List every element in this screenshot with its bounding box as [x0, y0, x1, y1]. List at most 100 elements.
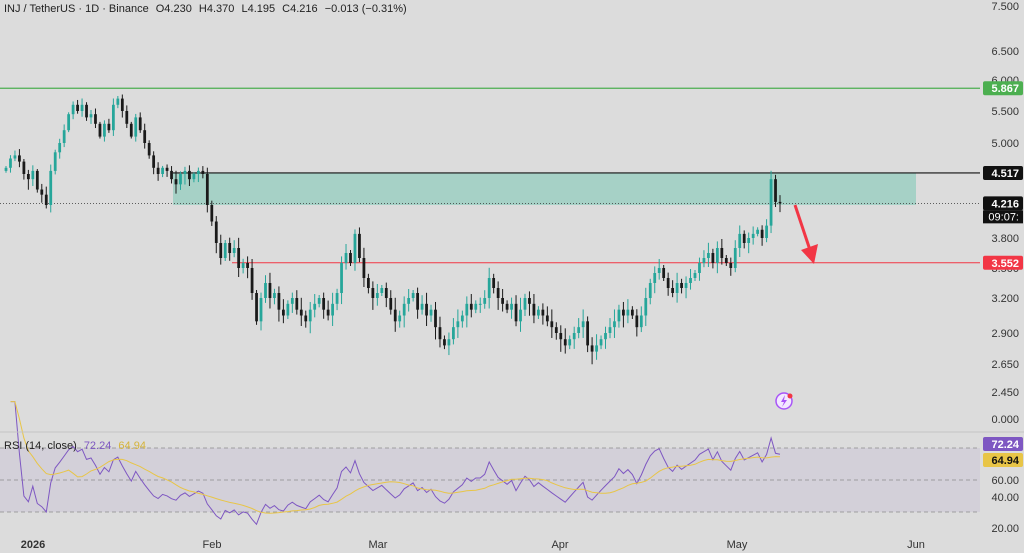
candle[interactable]: [604, 326, 607, 349]
candle[interactable]: [720, 239, 724, 265]
candle[interactable]: [711, 248, 715, 269]
candle[interactable]: [103, 120, 106, 142]
candle[interactable]: [568, 335, 572, 350]
candle[interactable]: [554, 322, 558, 340]
candle[interactable]: [143, 123, 147, 149]
candle[interactable]: [4, 165, 8, 173]
candle[interactable]: [237, 237, 241, 277]
rsi-line[interactable]: [10, 401, 781, 526]
candle[interactable]: [31, 165, 35, 186]
candle[interactable]: [774, 174, 777, 207]
candle[interactable]: [67, 112, 71, 133]
candle[interactable]: [201, 166, 205, 179]
candle[interactable]: [170, 166, 173, 184]
candle[interactable]: [541, 303, 545, 325]
arrow-annotation[interactable]: [793, 204, 818, 264]
candle[interactable]: [639, 306, 643, 333]
candle[interactable]: [161, 165, 164, 178]
candle[interactable]: [89, 110, 93, 124]
candle[interactable]: [174, 170, 178, 194]
candle[interactable]: [733, 240, 737, 273]
candle[interactable]: [246, 256, 249, 279]
candle[interactable]: [608, 318, 612, 339]
candle[interactable]: [53, 149, 57, 175]
candle[interactable]: [715, 241, 719, 274]
candle[interactable]: [523, 293, 527, 316]
candle[interactable]: [469, 294, 473, 318]
candle[interactable]: [590, 337, 594, 365]
candle[interactable]: [286, 300, 290, 319]
candle[interactable]: [156, 162, 160, 181]
candle[interactable]: [425, 292, 428, 326]
candle[interactable]: [380, 285, 384, 296]
candle[interactable]: [250, 259, 254, 300]
candle[interactable]: [273, 288, 276, 305]
candle[interactable]: [282, 299, 285, 324]
candle[interactable]: [465, 296, 469, 328]
candle[interactable]: [756, 227, 760, 237]
candle[interactable]: [210, 200, 214, 226]
candle[interactable]: [322, 292, 326, 319]
candle[interactable]: [49, 164, 53, 213]
candle[interactable]: [13, 150, 17, 162]
candle[interactable]: [268, 272, 272, 309]
candle[interactable]: [340, 256, 343, 305]
green-price-tag[interactable]: 5.867: [983, 81, 1023, 96]
candle[interactable]: [71, 101, 75, 120]
candle[interactable]: [532, 294, 536, 324]
candle[interactable]: [94, 108, 97, 129]
candle[interactable]: [581, 309, 585, 338]
candle[interactable]: [666, 272, 670, 296]
candle[interactable]: [653, 266, 657, 294]
candle[interactable]: [308, 301, 312, 334]
candle[interactable]: [572, 326, 576, 349]
candle[interactable]: [505, 300, 509, 314]
candle[interactable]: [9, 155, 12, 173]
candle[interactable]: [487, 267, 491, 309]
candle[interactable]: [344, 244, 348, 270]
candle[interactable]: [331, 292, 334, 326]
candle[interactable]: [264, 275, 267, 303]
candle[interactable]: [456, 309, 460, 338]
candle[interactable]: [134, 113, 138, 142]
candle[interactable]: [125, 105, 129, 129]
candle[interactable]: [62, 124, 66, 148]
candle[interactable]: [40, 183, 44, 203]
candle[interactable]: [559, 325, 563, 352]
candle[interactable]: [80, 98, 84, 117]
candle[interactable]: [724, 255, 728, 266]
candle[interactable]: [192, 172, 196, 183]
rsi-ma-line[interactable]: [10, 401, 781, 514]
candle[interactable]: [85, 102, 88, 121]
candle[interactable]: [407, 289, 411, 312]
candle[interactable]: [375, 284, 379, 306]
candle[interactable]: [196, 167, 200, 183]
candle[interactable]: [751, 226, 755, 245]
candle[interactable]: [644, 287, 648, 326]
candle[interactable]: [389, 290, 393, 315]
candle[interactable]: [702, 250, 706, 268]
candle[interactable]: [402, 296, 406, 328]
candle[interactable]: [120, 94, 124, 118]
candle[interactable]: [778, 195, 782, 213]
resistance-zone[interactable]: [173, 172, 916, 205]
symbol-label[interactable]: INJ / TetherUS · 1D · Binance: [4, 3, 149, 15]
candle[interactable]: [295, 290, 299, 315]
candle[interactable]: [519, 297, 522, 332]
candle[interactable]: [76, 99, 79, 114]
candle[interactable]: [622, 301, 625, 328]
candle[interactable]: [362, 247, 366, 287]
candle[interactable]: [657, 259, 661, 280]
candle[interactable]: [760, 225, 764, 246]
candle[interactable]: [514, 295, 518, 327]
candle[interactable]: [241, 258, 245, 274]
rsi-value-tag[interactable]: 72.24: [983, 437, 1023, 451]
candle[interactable]: [420, 295, 424, 315]
candle[interactable]: [111, 98, 115, 136]
candle[interactable]: [626, 299, 630, 324]
candle[interactable]: [769, 170, 773, 234]
candle[interactable]: [228, 237, 232, 261]
candle[interactable]: [259, 292, 263, 331]
candle[interactable]: [550, 309, 554, 338]
